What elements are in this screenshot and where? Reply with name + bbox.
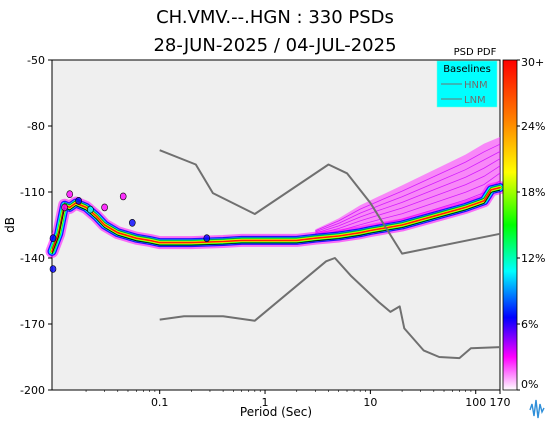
colorbar-tick-label: 24% <box>521 120 545 133</box>
pdf-scatter-point <box>129 219 136 227</box>
y-tick-label: -80 <box>27 120 45 133</box>
legend-lnm-label: LNM <box>464 95 486 106</box>
pdf-scatter-point <box>75 197 82 205</box>
pdf-tail-streak <box>315 151 501 233</box>
y-axis-label: dB <box>3 217 17 233</box>
legend: Baselines HNM LNM <box>436 60 498 108</box>
pdf-tail-streak <box>315 165 501 235</box>
pdf-heatmap <box>45 137 507 273</box>
colorbar-tick-label: 18% <box>521 186 545 199</box>
y-axis: -50 -80 -110 -140 -170 -200 <box>20 54 52 397</box>
pdf-tail-streak <box>315 158 501 234</box>
x-tick-label: 170 <box>490 396 511 409</box>
pdf-scatter-point <box>119 192 127 201</box>
colorbar-tick-label: 30+ <box>521 56 544 69</box>
pdf-scatter-point <box>61 203 68 212</box>
y-tick-label: -50 <box>27 54 45 67</box>
chart-title: CH.VMV.--.HGN : 330 PSDs <box>156 7 394 28</box>
colorbar-tick-label: 6% <box>521 318 538 331</box>
y-tick-label: -200 <box>20 384 45 397</box>
x-axis-label: Period (Sec) <box>240 405 312 419</box>
plot-area <box>51 59 501 391</box>
x-tick-label: 0.1 <box>151 396 169 409</box>
pdf-tail-streak <box>315 143 501 232</box>
y-tick-label: -170 <box>20 318 45 331</box>
colorbar-tick-label: 12% <box>521 252 545 265</box>
baseline-curves <box>159 149 501 360</box>
pdf-scatter-point <box>66 190 73 198</box>
pdf-scatter-point <box>49 265 57 273</box>
colorbar-title: PSD PDF <box>454 47 497 58</box>
chart-subtitle: 28-JUN-2025 / 04-JUL-2025 <box>153 35 396 56</box>
colorbar-ticks: 30+ 24% 18% 12% 6% 0% <box>517 56 545 391</box>
pdf-scatter-point <box>101 203 108 212</box>
x-tick-label: 10 <box>363 396 377 409</box>
x-tick-label: 1 <box>262 396 269 409</box>
logo-icon <box>528 397 546 421</box>
baseline-hnm-line <box>159 149 501 255</box>
x-axis: 0.1 1 10 100 170 <box>85 390 511 409</box>
x-tick-label: 100 <box>465 396 486 409</box>
pdf-mode-outline-lower <box>51 189 501 255</box>
pdf-scatter-point <box>87 205 94 214</box>
colorbar <box>502 59 518 391</box>
y-tick-label: -110 <box>20 186 45 199</box>
y-tick-label: -140 <box>20 252 45 265</box>
pdf-scatter-point <box>49 234 57 242</box>
pdf-scatter-point <box>203 234 211 242</box>
baseline-lnm-line <box>159 257 501 360</box>
legend-hnm-label: HNM <box>464 80 488 91</box>
colorbar-tick-label: 0% <box>521 378 538 391</box>
legend-title: Baselines <box>443 64 491 75</box>
